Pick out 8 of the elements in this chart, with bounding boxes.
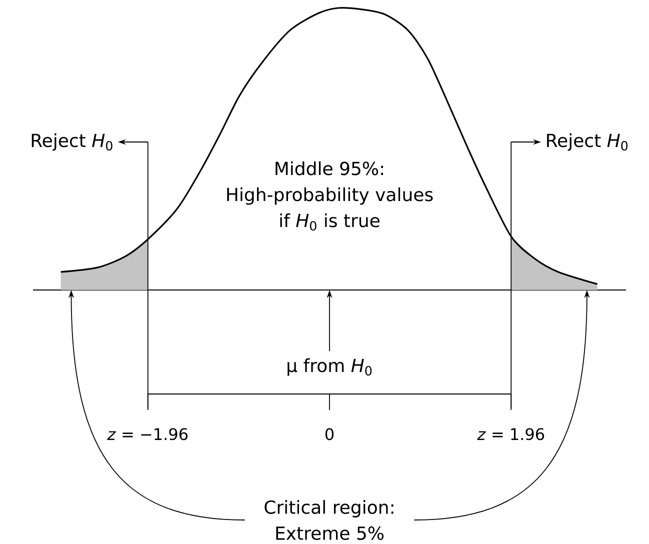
ref-line-label: Reject H$_{0}$ bbox=[547, 133, 628, 151]
x-tick-label: z = 1.96 bbox=[477, 428, 544, 440]
text: Critical region: Extreme 5% bbox=[264, 500, 394, 540]
text: μ from H$_{0}$ bbox=[288, 358, 372, 376]
x-tick-label: z = −1.96 bbox=[107, 428, 188, 440]
x-tick-label: 0 bbox=[325, 428, 334, 440]
ref-line-label: Reject H$_{0}$ bbox=[32, 133, 112, 151]
annotation: Middle 95%: High-probability values if H$_{0}$ is true bbox=[227, 161, 433, 231]
